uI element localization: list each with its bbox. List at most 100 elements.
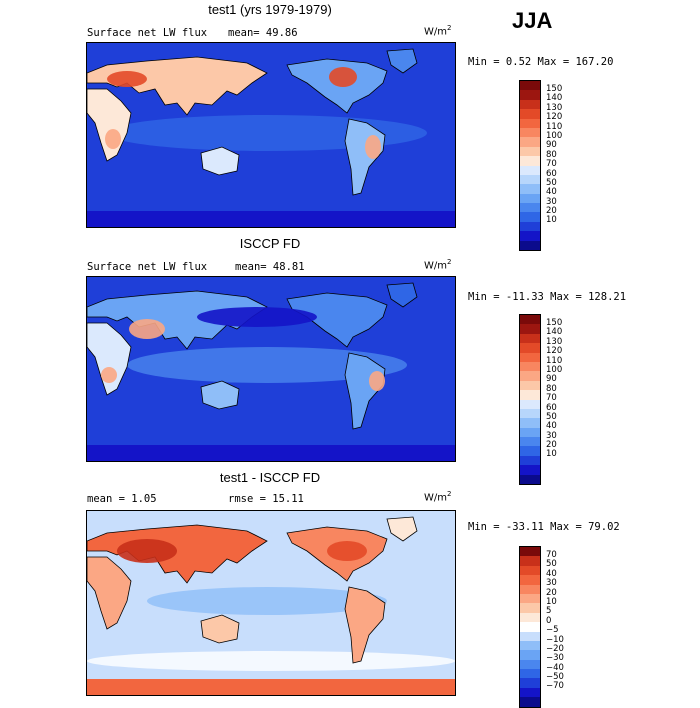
colorbar-tick-label: 50 <box>546 559 557 570</box>
colorbar-tick-label: −30 <box>546 653 564 664</box>
colorbar-tick-label: 20 <box>546 587 557 598</box>
field-contour <box>365 135 381 159</box>
continent-outline <box>87 290 268 350</box>
field-contour <box>87 651 455 671</box>
colorbar-tick-label: −20 <box>546 643 564 654</box>
colorbar-swatch <box>520 556 540 566</box>
field-contour <box>105 129 121 149</box>
field-contour <box>107 71 147 87</box>
colorbar-tick-label: 70 <box>546 393 557 404</box>
colorbar-swatch <box>520 640 540 651</box>
colorbar-swatch <box>520 193 540 204</box>
colorbar-tick-label: 60 <box>546 168 557 179</box>
colorbar-swatch <box>520 109 540 119</box>
colorbar-swatch <box>520 697 540 707</box>
field-contour <box>129 319 165 339</box>
colorbar-swatch <box>520 612 540 623</box>
panel2-title: ISCCP FD <box>239 236 301 251</box>
continent-outline <box>200 614 240 644</box>
colorbar-tick-label: 70 <box>546 550 557 560</box>
colorbar-tick-label: 100 <box>546 364 563 375</box>
colorbar-tick-label: 90 <box>546 140 557 151</box>
colorbar-swatch <box>520 90 540 100</box>
colorbar-swatch <box>520 584 540 594</box>
colorbar-tick-label: 120 <box>546 112 563 123</box>
colorbar-swatch <box>520 127 540 138</box>
colorbar-swatch <box>520 361 540 372</box>
colorbar-tick-label: 110 <box>546 355 563 366</box>
continent-outline <box>200 146 240 176</box>
panel2-mean-label: mean= 48.81 <box>235 261 305 273</box>
panel1-units: W/m2 <box>424 24 452 38</box>
colorbar-tick-label: 40 <box>546 568 557 579</box>
colorbar-tick-label: 30 <box>546 578 557 589</box>
continent-outline <box>200 380 240 410</box>
colorbar-swatch <box>520 593 540 604</box>
colorbar-swatch <box>520 565 540 576</box>
continent-outline <box>386 282 418 308</box>
panel3-colorbar-ticks: 70 50 40 30 20 10 5 0 −5 −10 −20 −30 −40 −50 −70 <box>546 550 564 692</box>
colorbar-swatch <box>520 437 540 447</box>
colorbar-swatch <box>520 174 540 185</box>
colorbar-swatch <box>520 603 540 613</box>
panel2-colorbar-ticks: 150 140 130 120 110 100 90 80 70 60 50 40 30 20 10 <box>546 318 563 460</box>
colorbar-swatch <box>520 650 540 660</box>
colorbar-swatch <box>520 659 540 670</box>
colorbar-tick-label: 140 <box>546 327 563 338</box>
colorbar-tick-label: 150 <box>546 84 563 94</box>
colorbar-swatch <box>520 184 540 194</box>
colorbar-tick-label: 150 <box>546 318 563 328</box>
field-contour <box>369 371 385 391</box>
colorbar-swatch <box>520 324 540 334</box>
panel3-units: W/m2 <box>424 490 452 504</box>
antarctica-region <box>87 211 455 227</box>
colorbar-tick-label: −70 <box>546 681 564 692</box>
colorbar-swatch <box>520 156 540 166</box>
colorbar-tick-label: 60 <box>546 402 557 413</box>
field-contour <box>127 347 407 383</box>
panel2-map <box>86 276 456 462</box>
colorbar-swatch <box>520 212 540 222</box>
colorbar-tick-label: 5 <box>546 606 552 617</box>
colorbar-swatch <box>520 474 540 485</box>
colorbar-tick-label: −50 <box>546 672 564 683</box>
panel2-minmax: Min = -11.33 Max = 128.21 <box>468 291 627 303</box>
colorbar-swatch <box>520 315 540 325</box>
colorbar-tick-label: 10 <box>546 596 557 607</box>
field-contour <box>197 307 317 327</box>
colorbar-tick-label: 0 <box>546 615 552 626</box>
colorbar-swatch <box>520 390 540 400</box>
colorbar-tick-label: 130 <box>546 102 563 113</box>
colorbar-swatch <box>520 81 540 91</box>
colorbar-tick-label: −40 <box>546 662 564 673</box>
colorbar-tick-label: 40 <box>546 187 557 198</box>
colorbar-tick-label: 80 <box>546 383 557 394</box>
colorbar-tick-label: 120 <box>546 346 563 357</box>
colorbar-tick-label: 10 <box>546 215 557 226</box>
colorbar-swatch <box>520 240 540 251</box>
colorbar-tick-label: −10 <box>546 634 564 645</box>
panel2-units: W/m2 <box>424 258 452 272</box>
colorbar-swatch <box>520 622 540 632</box>
panel1-minmax: Min = 0.52 Max = 167.20 <box>468 56 614 68</box>
colorbar-swatch <box>520 631 540 641</box>
colorbar-swatch <box>520 399 540 409</box>
colorbar-tick-label: 20 <box>546 440 557 451</box>
colorbar-tick-label: 90 <box>546 374 557 385</box>
panel1-colorbar <box>519 80 541 252</box>
field-contour <box>101 367 117 383</box>
colorbar-tick-label: 70 <box>546 159 557 170</box>
antarctica-region <box>87 679 455 695</box>
continent-outline <box>386 48 418 74</box>
colorbar-swatch <box>520 547 540 557</box>
panel3-title: test1 - ISCCP FD <box>219 470 321 485</box>
colorbar-swatch <box>520 352 540 362</box>
colorbar-swatch <box>520 380 540 391</box>
panel2-colorbar <box>519 314 541 486</box>
colorbar-swatch <box>520 408 540 419</box>
colorbar-swatch <box>520 146 540 157</box>
colorbar-swatch <box>520 221 540 232</box>
colorbar-swatch <box>520 455 540 466</box>
continent-outline <box>344 586 386 664</box>
colorbar-tick-label: 50 <box>546 177 557 188</box>
